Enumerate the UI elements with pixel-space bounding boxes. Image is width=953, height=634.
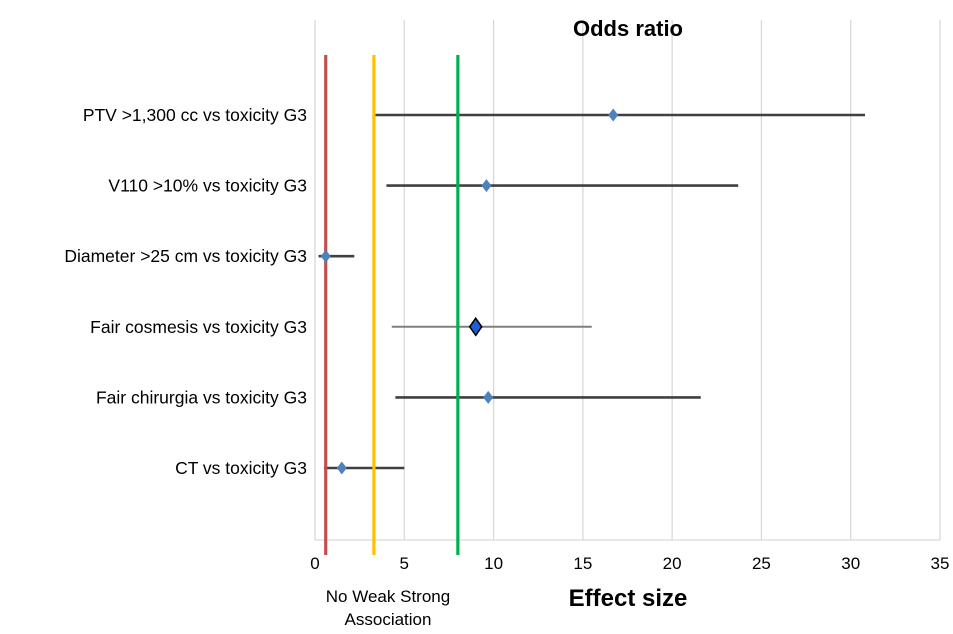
x-tick-label: 5 bbox=[400, 554, 409, 573]
point-marker bbox=[320, 249, 331, 263]
chart-title: Odds ratio bbox=[573, 16, 683, 41]
x-tick-label: 15 bbox=[573, 554, 592, 573]
category-label: Fair cosmesis vs toxicity G3 bbox=[90, 317, 307, 337]
point-marker bbox=[336, 461, 347, 475]
threshold-legend-line-2: Association bbox=[345, 610, 432, 629]
threshold-lines bbox=[324, 55, 460, 555]
category-labels: PTV >1,300 cc vs toxicity G3 V110 >10% vs… bbox=[64, 105, 307, 478]
category-label: CT vs toxicity G3 bbox=[175, 458, 307, 478]
x-tick-label: 10 bbox=[484, 554, 503, 573]
point-marker bbox=[608, 108, 619, 122]
x-tick-label: 25 bbox=[752, 554, 771, 573]
threshold-legend-line-1: No Weak Strong bbox=[326, 587, 450, 606]
point-marker bbox=[483, 390, 494, 404]
x-tick-label: 35 bbox=[931, 554, 950, 573]
category-label: V110 >10% vs toxicity G3 bbox=[108, 176, 307, 196]
error-bars bbox=[318, 113, 865, 470]
x-tick-label: 0 bbox=[310, 554, 319, 573]
x-tick-label: 20 bbox=[663, 554, 682, 573]
point-marker bbox=[468, 316, 483, 337]
category-label: PTV >1,300 cc vs toxicity G3 bbox=[83, 105, 307, 125]
point-marker bbox=[481, 179, 492, 193]
x-tick-label: 30 bbox=[841, 554, 860, 573]
category-label: Fair chirurgia vs toxicity G3 bbox=[96, 387, 307, 407]
x-tick-labels: 0 5 10 15 20 25 30 35 bbox=[310, 554, 949, 573]
x-axis-label: Effect size bbox=[569, 585, 688, 612]
category-label: Diameter >25 cm vs toxicity G3 bbox=[64, 246, 307, 266]
gridlines bbox=[314, 20, 941, 541]
point-markers bbox=[320, 108, 619, 475]
